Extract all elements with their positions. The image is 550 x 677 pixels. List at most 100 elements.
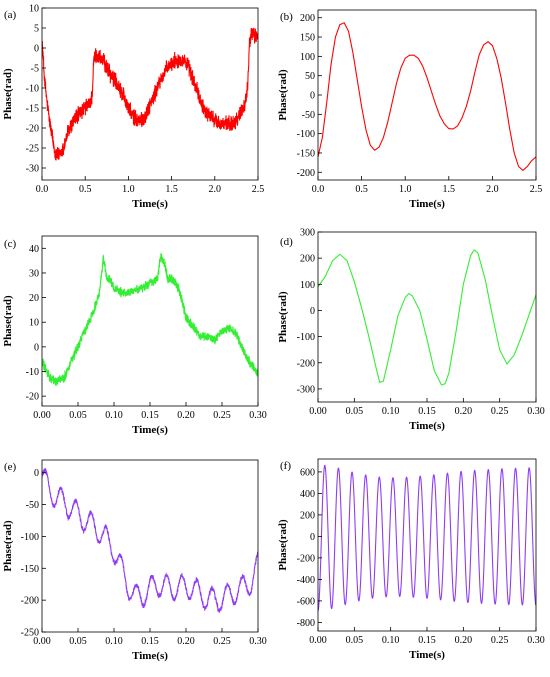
y-axis-label: Phase(rad)	[277, 291, 289, 343]
x-tick-label: 1.5	[165, 184, 178, 195]
x-axis-label: Time(s)	[409, 198, 445, 210]
y-tick-label: -30	[26, 164, 39, 175]
y-axis-label: Phase(rad)	[277, 69, 289, 121]
x-tick-label: 2.0	[486, 184, 499, 195]
x-tick-label: 0.0	[36, 184, 49, 195]
x-axis-label: Time(s)	[132, 650, 168, 662]
y-tick-label: 100	[300, 280, 315, 291]
x-tick-label: 0.15	[418, 406, 436, 417]
x-tick-label: 0.15	[141, 636, 159, 647]
y-tick-label: -150	[21, 564, 39, 575]
y-tick-label: -800	[297, 618, 315, 629]
y-tick-label: -15	[26, 104, 39, 115]
y-axis-label: Phase(rad)	[2, 295, 14, 347]
y-tick-label: -100	[297, 332, 315, 343]
panel-label: (d)	[280, 236, 293, 248]
x-tick-label: 0.30	[527, 406, 545, 417]
y-tick-label: -10	[26, 367, 39, 378]
y-tick-label: 10	[29, 318, 39, 329]
y-tick-label: -20	[26, 124, 39, 135]
y-tick-label: -400	[297, 575, 315, 586]
x-tick-label: 0.30	[249, 636, 267, 647]
y-tick-label: 40	[29, 244, 39, 255]
y-tick-label: -50	[302, 110, 315, 121]
chart-panel-3: 0.00 0.05 0.10 0.15 0.20 0.25 0.30 -300 -200 -100…	[277, 228, 545, 433]
y-tick-label: -200	[297, 553, 315, 564]
panel-label: (a)	[4, 9, 17, 21]
y-tick-label: -200	[297, 358, 315, 369]
y-tick-label: 600	[300, 467, 315, 478]
y-tick-label: 300	[300, 228, 315, 239]
y-tick-label: -600	[297, 596, 315, 607]
x-tick-label: 0.15	[418, 635, 436, 646]
x-tick-label: 2.5	[252, 184, 265, 195]
x-axis-label: Time(s)	[409, 420, 445, 432]
series-line	[42, 27, 258, 161]
panel-label: (b)	[280, 11, 293, 23]
x-tick-label: 0.5	[355, 184, 368, 195]
y-tick-label: 200	[300, 510, 315, 521]
y-tick-label: 100	[300, 52, 315, 63]
chart-panel-4: 0.00 0.05 0.10 0.15 0.20 0.25 0.30 -250 -200 -150…	[2, 459, 267, 662]
x-tick-label: 2.0	[209, 184, 222, 195]
x-tick-label: 0.10	[382, 406, 400, 417]
x-tick-label: 0.05	[69, 410, 87, 421]
y-tick-label: -250	[21, 628, 39, 639]
x-tick-label: 0.25	[213, 636, 231, 647]
x-tick-label: 0.10	[382, 635, 400, 646]
y-tick-label: 50	[305, 71, 315, 82]
x-tick-label: 0.00	[309, 635, 327, 646]
chart-panel-2: 0.00 0.05 0.10 0.15 0.20 0.25 0.30 -20 -10 0 10 20 3…	[2, 235, 267, 436]
x-tick-label: 0.25	[491, 406, 509, 417]
y-tick-label: 0	[310, 91, 315, 102]
x-tick-label: 0.15	[141, 410, 159, 421]
x-tick-label: 0.30	[527, 635, 545, 646]
y-tick-label: -50	[26, 500, 39, 511]
panel-label: (c)	[4, 238, 17, 250]
axes-frame	[41, 459, 259, 633]
y-tick-label: -200	[297, 168, 315, 179]
x-tick-label: 0.30	[249, 410, 267, 421]
y-tick-label: -150	[297, 148, 315, 159]
panel-label: (f)	[280, 460, 291, 472]
x-tick-label: 1.0	[122, 184, 135, 195]
y-tick-label: 150	[300, 33, 315, 44]
x-tick-label: 0.00	[33, 636, 51, 647]
y-tick-label: 200	[300, 254, 315, 265]
x-tick-label: 0.05	[346, 406, 364, 417]
y-tick-label: -300	[297, 384, 315, 395]
x-tick-label: 1.5	[443, 184, 456, 195]
x-tick-label: 0.20	[455, 406, 473, 417]
series-line	[318, 464, 536, 611]
x-tick-label: 0.00	[309, 406, 327, 417]
x-axis-label: Time(s)	[132, 198, 168, 210]
y-tick-label: -25	[26, 144, 39, 155]
y-axis-label: Phase(rad)	[2, 520, 14, 572]
series-line	[318, 249, 536, 386]
x-tick-label: 0.10	[105, 410, 123, 421]
axes-frame	[41, 7, 259, 181]
x-tick-label: 0.5	[79, 184, 92, 195]
x-tick-label: 0.05	[69, 636, 87, 647]
axes-frame	[317, 231, 537, 403]
series-line	[318, 22, 536, 172]
x-tick-label: 2.5	[530, 184, 543, 195]
x-tick-label: 0.0	[312, 184, 325, 195]
y-tick-label: 0	[34, 468, 39, 479]
y-tick-label: -10	[26, 84, 39, 95]
y-tick-label: 5	[34, 24, 39, 35]
x-tick-label: 0.20	[177, 410, 195, 421]
y-tick-label: 400	[300, 489, 315, 500]
x-tick-label: 0.05	[346, 635, 364, 646]
x-tick-label: 0.00	[33, 410, 51, 421]
x-tick-label: 1.0	[399, 184, 412, 195]
y-tick-label: -100	[297, 129, 315, 140]
y-tick-label: -100	[21, 532, 39, 543]
y-tick-label: 20	[29, 293, 39, 304]
y-axis-label: Phase(rad)	[277, 519, 289, 571]
y-tick-label: 0	[34, 44, 39, 55]
y-tick-label: 0	[34, 342, 39, 353]
axes-frame	[317, 9, 537, 181]
x-tick-label: 0.25	[213, 410, 231, 421]
